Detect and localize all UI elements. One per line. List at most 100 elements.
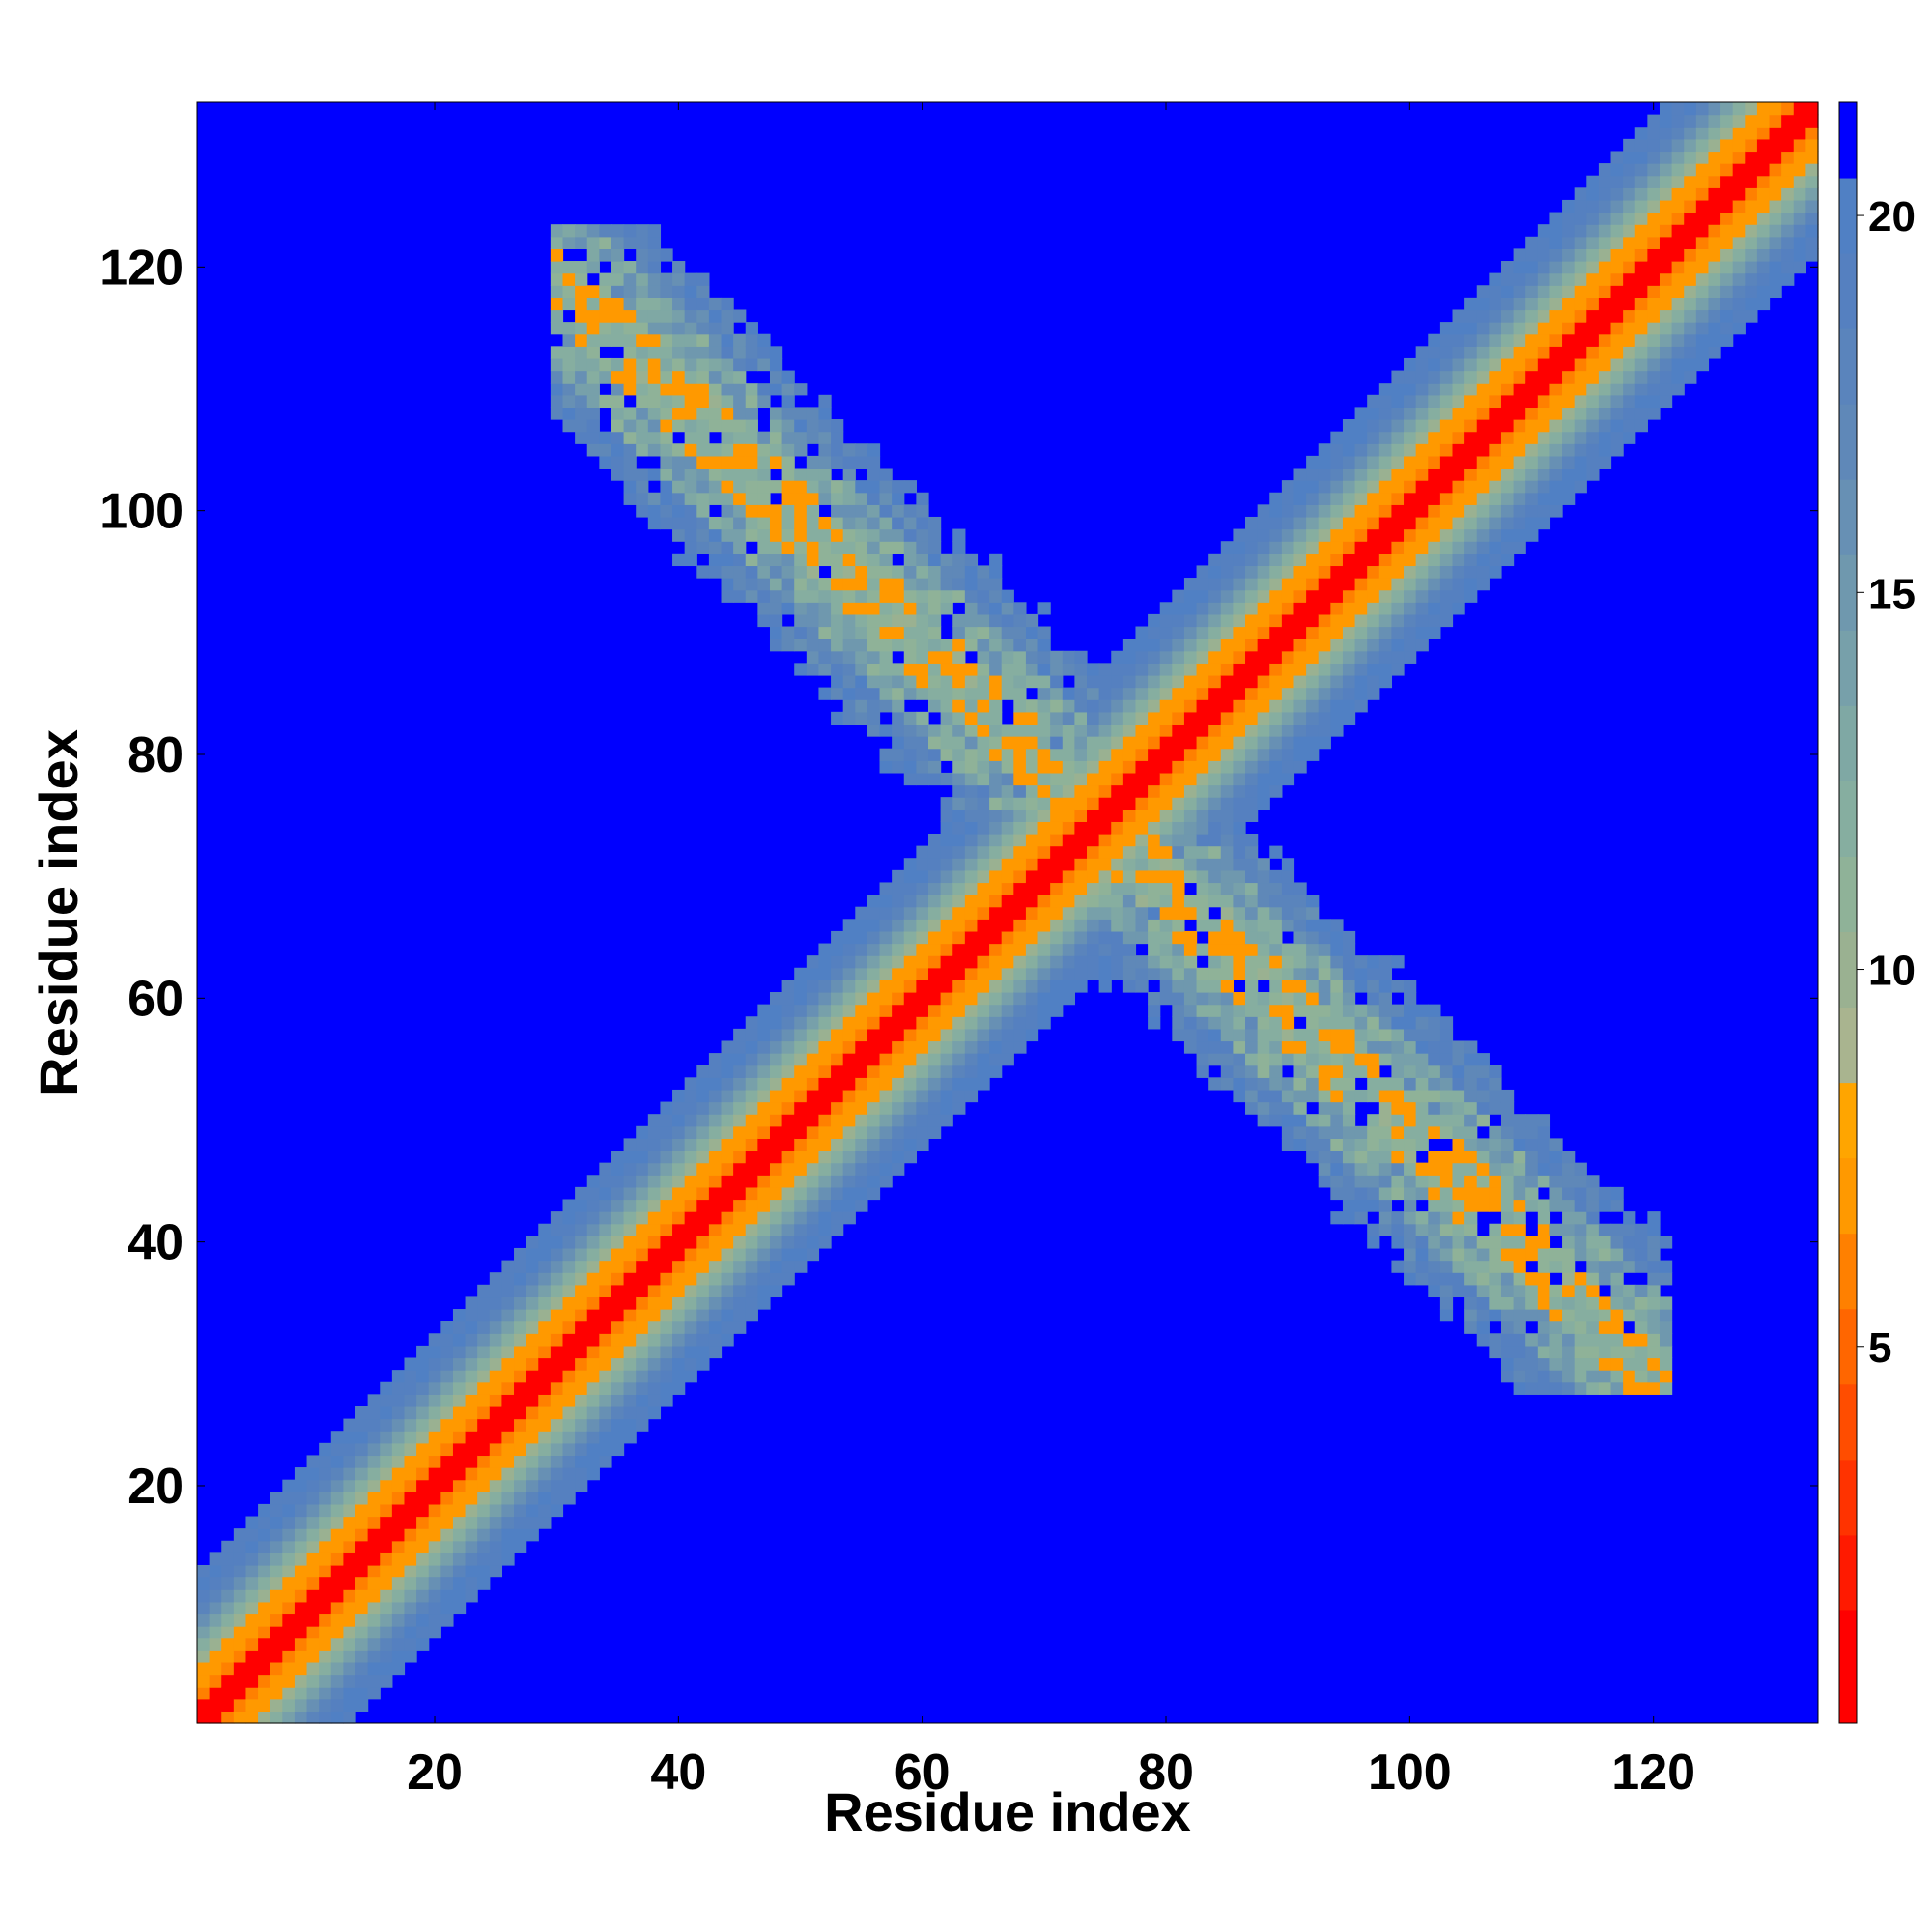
heatmap-cell — [818, 980, 832, 993]
heatmap-cell — [708, 1345, 723, 1359]
heatmap-cell — [757, 1065, 771, 1078]
heatmap-cell — [1732, 309, 1746, 323]
heatmap-cell — [1342, 480, 1356, 494]
heatmap-cell — [1001, 955, 1014, 969]
heatmap-cell — [684, 419, 697, 433]
heatmap-cell — [526, 1272, 539, 1286]
heatmap-cell — [1306, 613, 1320, 628]
heatmap-cell — [367, 1492, 381, 1505]
heatmap-cell — [1549, 1284, 1563, 1298]
heatmap-cell — [721, 504, 734, 518]
heatmap-cell — [1342, 626, 1356, 639]
heatmap-cell — [404, 1564, 417, 1578]
heatmap-cell — [1745, 236, 1758, 249]
heatmap-cell — [927, 992, 942, 1006]
heatmap-cell — [306, 1698, 320, 1712]
heatmap-cell — [1634, 212, 1648, 225]
heatmap-cell — [538, 1455, 552, 1468]
heatmap-cell — [575, 1284, 588, 1298]
heatmap-cell — [1378, 480, 1393, 494]
heatmap-cell — [660, 455, 673, 469]
heatmap-cell — [1684, 322, 1697, 335]
heatmap-cell — [1756, 138, 1771, 153]
heatmap-cell — [1439, 1114, 1454, 1127]
heatmap-cell — [1476, 1284, 1490, 1298]
heatmap-cell — [221, 1613, 235, 1627]
heatmap-cell — [977, 992, 990, 1006]
heatmap-cell — [660, 1284, 673, 1298]
heatmap-cell — [1464, 1211, 1478, 1225]
heatmap-cell — [1050, 882, 1064, 895]
heatmap-cell — [1378, 383, 1393, 396]
heatmap-cell — [1586, 443, 1600, 457]
heatmap-cell — [1623, 248, 1636, 262]
heatmap-cell — [903, 930, 917, 945]
heatmap-cell — [1647, 309, 1661, 323]
heatmap-cell — [1476, 1199, 1490, 1212]
heatmap-cell — [757, 1151, 771, 1164]
heatmap-cell — [330, 1528, 344, 1542]
heatmap-cell — [867, 919, 881, 932]
heatmap-cell — [1598, 357, 1612, 372]
heatmap-cell — [355, 1455, 369, 1468]
heatmap-cell — [1354, 1053, 1368, 1066]
heatmap-cell — [1354, 419, 1368, 433]
heatmap-cell — [1318, 626, 1331, 639]
heatmap-cell — [940, 772, 953, 786]
heatmap-cell — [477, 1516, 491, 1529]
heatmap-cell — [769, 407, 783, 420]
heatmap-cell — [1233, 724, 1246, 737]
colorbar-bin — [1839, 1308, 1857, 1385]
heatmap-cell — [1293, 943, 1307, 956]
heatmap-cell — [1586, 1309, 1600, 1322]
heatmap-cell — [964, 553, 979, 567]
heatmap-cell — [842, 455, 856, 469]
heatmap-cell — [708, 468, 723, 481]
heatmap-cell — [1476, 1186, 1490, 1201]
heatmap-cell — [806, 492, 820, 505]
heatmap-cell — [465, 1406, 478, 1420]
heatmap-cell — [733, 443, 747, 457]
heatmap-cell — [1732, 236, 1746, 249]
heatmap-cell — [831, 663, 844, 676]
colorbar-bin — [1839, 404, 1857, 480]
heatmap-cell — [1037, 943, 1051, 956]
heatmap-cell — [916, 711, 929, 725]
heatmap-cell — [1525, 528, 1539, 542]
heatmap-cell — [1183, 736, 1198, 750]
heatmap-cell — [575, 394, 588, 409]
heatmap-cell — [806, 578, 820, 591]
heatmap-cell — [794, 663, 808, 676]
heatmap-cell — [1367, 613, 1380, 628]
heatmap-cell — [1318, 1175, 1331, 1188]
heatmap-cell — [733, 578, 747, 591]
heatmap-cell — [1404, 1199, 1417, 1212]
heatmap-cell — [538, 1236, 552, 1249]
heatmap-cell — [672, 480, 686, 494]
heatmap-cell — [501, 1552, 515, 1566]
heatmap-cell — [745, 1223, 758, 1236]
heatmap-cell — [501, 1357, 515, 1371]
heatmap-cell — [428, 1467, 441, 1481]
heatmap-cell — [1378, 1151, 1393, 1164]
heatmap-cell — [1208, 613, 1222, 628]
heatmap-cell — [343, 1516, 356, 1529]
heatmap-cell — [623, 1370, 637, 1383]
heatmap-cell — [623, 224, 637, 238]
heatmap-cell — [660, 309, 673, 323]
heatmap-cell — [1586, 346, 1600, 359]
heatmap-cell — [977, 748, 990, 761]
heatmap-cell — [294, 1601, 308, 1615]
heatmap-cell — [1659, 163, 1673, 177]
heatmap-cell — [977, 736, 990, 750]
heatmap-cell — [660, 1236, 673, 1249]
heatmap-cell — [1233, 1077, 1246, 1091]
heatmap-cell — [927, 736, 942, 750]
heatmap-cell — [940, 1016, 953, 1030]
heatmap-cell — [781, 468, 795, 481]
heatmap-cell — [1489, 285, 1502, 298]
heatmap-cell — [575, 236, 588, 249]
heatmap-cell — [1793, 212, 1806, 225]
heatmap-cell — [660, 504, 673, 518]
